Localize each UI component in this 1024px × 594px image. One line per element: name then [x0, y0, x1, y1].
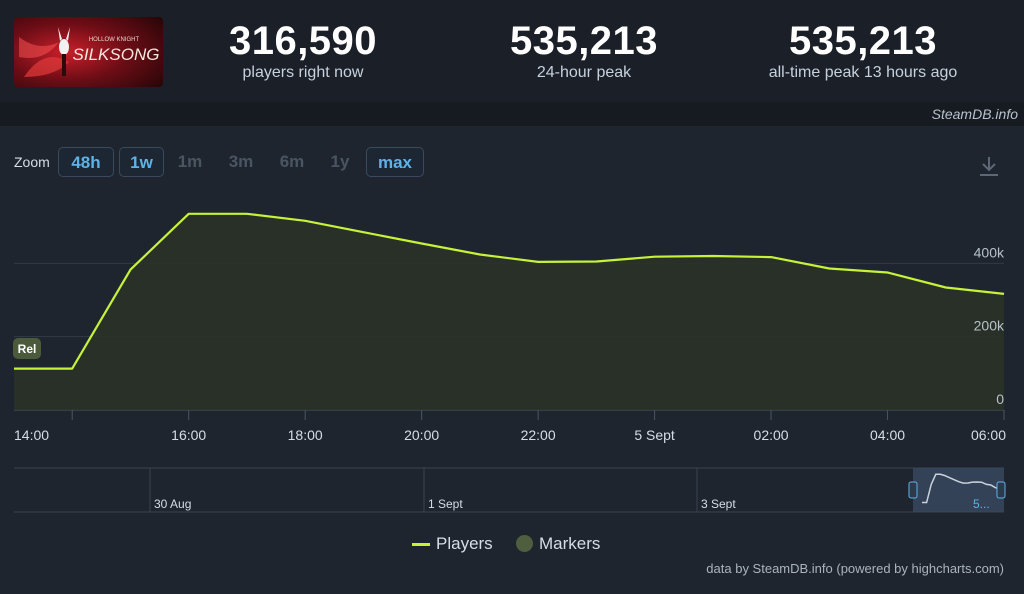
zoom-max-button[interactable]: max: [366, 147, 424, 177]
stat-alltime-value: 535,213: [788, 19, 938, 63]
logo-small-text: HOLLOW KNIGHT: [89, 37, 140, 43]
legend-players[interactable]: Players: [412, 534, 493, 554]
stat-current-value: 316,590: [228, 19, 378, 63]
stat-current-label: players right now: [242, 64, 364, 81]
zoom-1w-button[interactable]: 1w: [119, 147, 164, 177]
download-icon[interactable]: [977, 154, 1001, 178]
logo-main-text: SILKSONG: [73, 45, 160, 64]
stats-header: HOLLOW KNIGHT SILKSONG 316,590 players r…: [0, 0, 1024, 102]
footer-credit[interactable]: data by SteamDB.info (powered by highcha…: [706, 561, 1004, 576]
legend-markers[interactable]: Markers: [516, 534, 600, 554]
stat-current-players: 316,590 players right now: [183, 18, 423, 83]
game-banner[interactable]: HOLLOW KNIGHT SILKSONG: [14, 17, 163, 87]
stat-24h-label: 24-hour peak: [536, 64, 632, 81]
zoom-3m-button[interactable]: 3m: [228, 152, 254, 171]
stat-24h-peak: 535,213 24-hour peak: [464, 18, 704, 83]
header-divider: [0, 102, 1024, 126]
legend-players-swatch: [412, 543, 430, 547]
stat-alltime-peak: 535,213 all-time peak 13 hours ago: [743, 18, 983, 83]
zoom-6m-button[interactable]: 6m: [279, 152, 305, 171]
zoom-label: Zoom: [14, 154, 50, 170]
legend-players-label: Players: [436, 534, 493, 553]
zoom-1m-button[interactable]: 1m: [177, 152, 203, 171]
legend-markers-swatch: [516, 534, 533, 552]
silksong-logo-image: HOLLOW KNIGHT SILKSONG: [14, 17, 163, 87]
steamdb-credit-link[interactable]: SteamDB.info: [931, 106, 1018, 122]
stat-24h-value: 535,213: [509, 19, 659, 63]
zoom-1y-button[interactable]: 1y: [330, 152, 350, 171]
legend-markers-label: Markers: [539, 534, 601, 553]
stat-alltime-label: all-time peak 13 hours ago: [768, 64, 958, 81]
zoom-48h-button[interactable]: 48h: [58, 147, 114, 177]
chart-panel: [0, 126, 1024, 594]
